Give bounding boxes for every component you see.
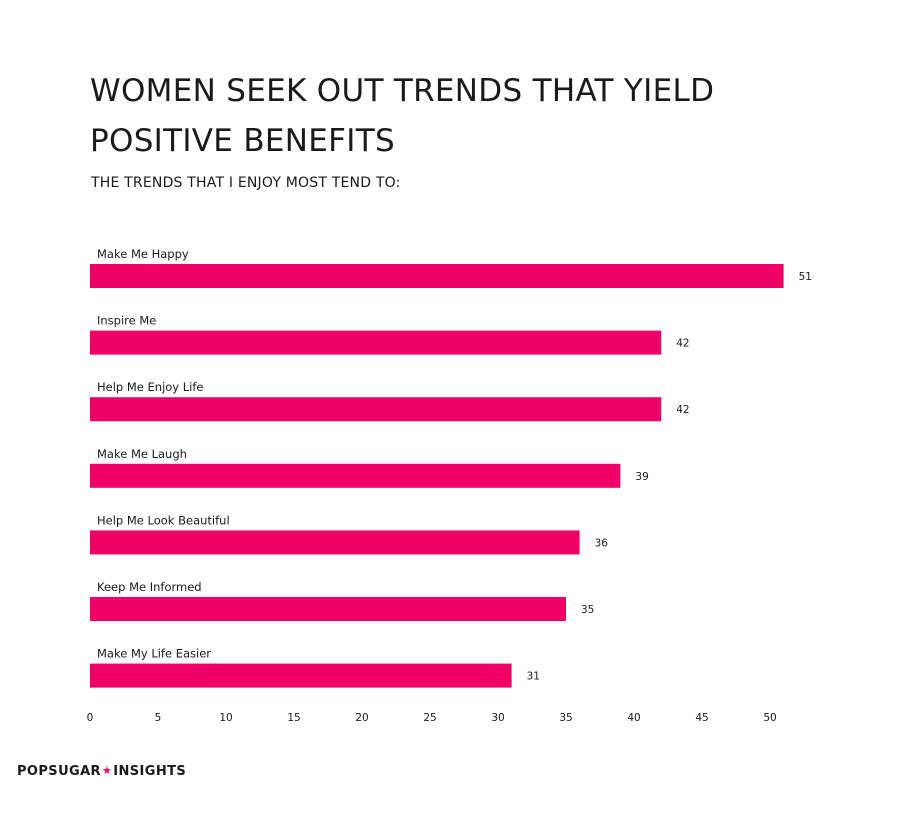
x-tick-label: 45: [695, 712, 708, 724]
data-label: 36: [595, 537, 609, 549]
bar: [90, 663, 512, 688]
x-tick-label: 10: [219, 712, 232, 724]
brand-name-popsugar: POPSUGAR: [17, 764, 101, 779]
category-label: Help Me Enjoy Life: [97, 380, 204, 394]
category-label: Keep Me Informed: [97, 580, 202, 594]
brand-logo: POPSUGAR★INSIGHTS: [17, 764, 186, 779]
bar: [90, 397, 662, 422]
bars-layer: Make Me Happy 51 Inspire Me 42 Help Me Enjoy…: [90, 247, 812, 688]
brand-name-insights: INSIGHTS: [113, 764, 187, 779]
category-label: Inspire Me: [97, 314, 156, 328]
category-label: Make Me Laugh: [97, 447, 187, 461]
x-tick-label: 50: [763, 712, 776, 724]
bar: [90, 597, 566, 621]
bar: [90, 463, 621, 488]
data-label: 35: [581, 604, 594, 616]
data-label: 31: [527, 671, 540, 683]
chart-subtitle: THE TRENDS THAT I ENJOY MOST TEND TO:: [91, 175, 401, 191]
x-tick-label: 5: [155, 712, 162, 724]
x-tick-label: 15: [287, 712, 300, 724]
data-label: 42: [676, 338, 689, 350]
bar: [90, 264, 784, 288]
x-tick-label: 30: [491, 712, 504, 724]
data-label: 42: [676, 404, 689, 416]
chart-title: WOMEN SEEK OUT TRENDS THAT YIELD POSITIV…: [90, 73, 715, 159]
x-tick-label: 25: [423, 712, 436, 724]
data-label: 39: [635, 471, 648, 483]
category-label: Make My Life Easier: [97, 647, 211, 661]
x-tick-label: 20: [355, 712, 368, 724]
x-tick-label: 40: [627, 712, 640, 724]
category-label: Help Me Look Beautiful: [97, 513, 230, 527]
data-label: 51: [799, 271, 812, 283]
category-label: Make Me Happy: [97, 247, 189, 261]
x-axis: 0 5 10 15 20 25 30 35 40 45 50: [87, 712, 777, 724]
bar: [90, 330, 662, 355]
bar: [90, 530, 580, 555]
x-tick-label: 0: [87, 712, 94, 724]
star-icon: ★: [101, 764, 113, 777]
x-tick-label: 35: [559, 712, 572, 724]
